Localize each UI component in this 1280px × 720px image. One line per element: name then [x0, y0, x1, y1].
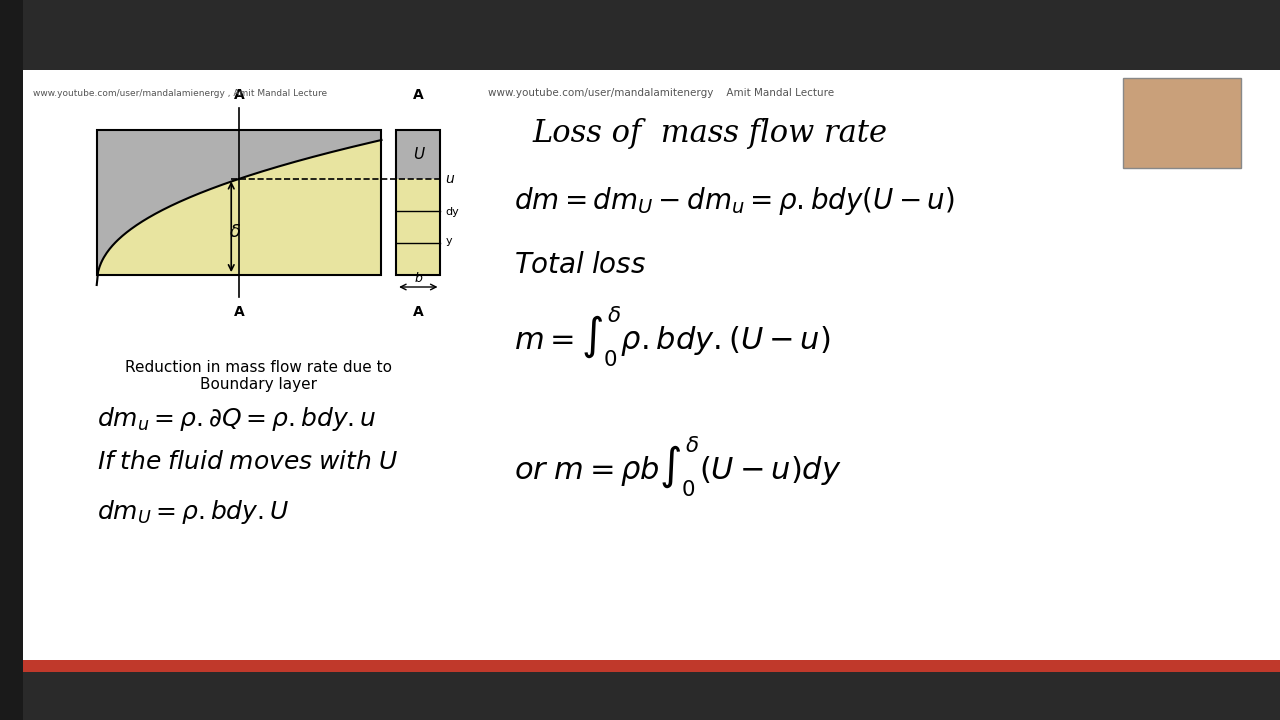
Text: u: u: [445, 171, 454, 186]
Text: $dm_u = \rho.\partial Q = \rho.bdy.u$: $dm_u = \rho.\partial Q = \rho.bdy.u$: [97, 405, 376, 433]
Bar: [397, 130, 440, 179]
Text: $or\; m = \rho b\int_0^{\delta}(U - u)dy$: $or\; m = \rho b\int_0^{\delta}(U - u)dy…: [515, 435, 842, 499]
Text: b: b: [415, 272, 422, 285]
Polygon shape: [97, 140, 381, 285]
Text: $dm = dm_U - dm_u = \rho.bdy(U - u)$: $dm = dm_U - dm_u = \rho.bdy(U - u)$: [515, 185, 955, 217]
Text: A: A: [234, 305, 244, 319]
FancyBboxPatch shape: [23, 660, 1280, 672]
Bar: [97, 130, 381, 275]
Text: U: U: [412, 147, 424, 162]
Text: Loss of  mass flow rate: Loss of mass flow rate: [532, 118, 888, 149]
Text: www.youtube.com/user/mandalamienergy , Amit Mandal Lecture: www.youtube.com/user/mandalamienergy , A…: [33, 89, 328, 97]
Bar: [397, 130, 440, 275]
Text: $m = \int_0^{\delta} \rho.bdy.(U - u)$: $m = \int_0^{\delta} \rho.bdy.(U - u)$: [515, 305, 831, 369]
Text: A: A: [234, 88, 244, 102]
FancyBboxPatch shape: [23, 670, 1280, 720]
Text: y: y: [445, 236, 452, 246]
Bar: [397, 179, 440, 275]
Text: www.youtube.com/user/mandalamitenergy    Amit Mandal Lecture: www.youtube.com/user/mandalamitenergy Am…: [488, 88, 835, 98]
Bar: [1123, 78, 1240, 168]
Polygon shape: [97, 130, 381, 285]
Text: Reduction in mass flow rate due to
Boundary layer: Reduction in mass flow rate due to Bound…: [125, 360, 392, 392]
Text: A: A: [413, 88, 424, 102]
FancyBboxPatch shape: [23, 70, 1280, 670]
Text: dy: dy: [445, 207, 460, 217]
Text: $If\;the\;fluid\;moves\;with\;U$: $If\;the\;fluid\;moves\;with\;U$: [97, 450, 398, 474]
Text: A: A: [413, 305, 424, 319]
FancyBboxPatch shape: [23, 0, 1280, 70]
Text: $dm_U = \rho.bdy.U$: $dm_U = \rho.bdy.U$: [97, 498, 289, 526]
Text: $\delta$: $\delta$: [229, 222, 241, 240]
Text: $Total\;loss$: $Total\;loss$: [515, 252, 646, 279]
